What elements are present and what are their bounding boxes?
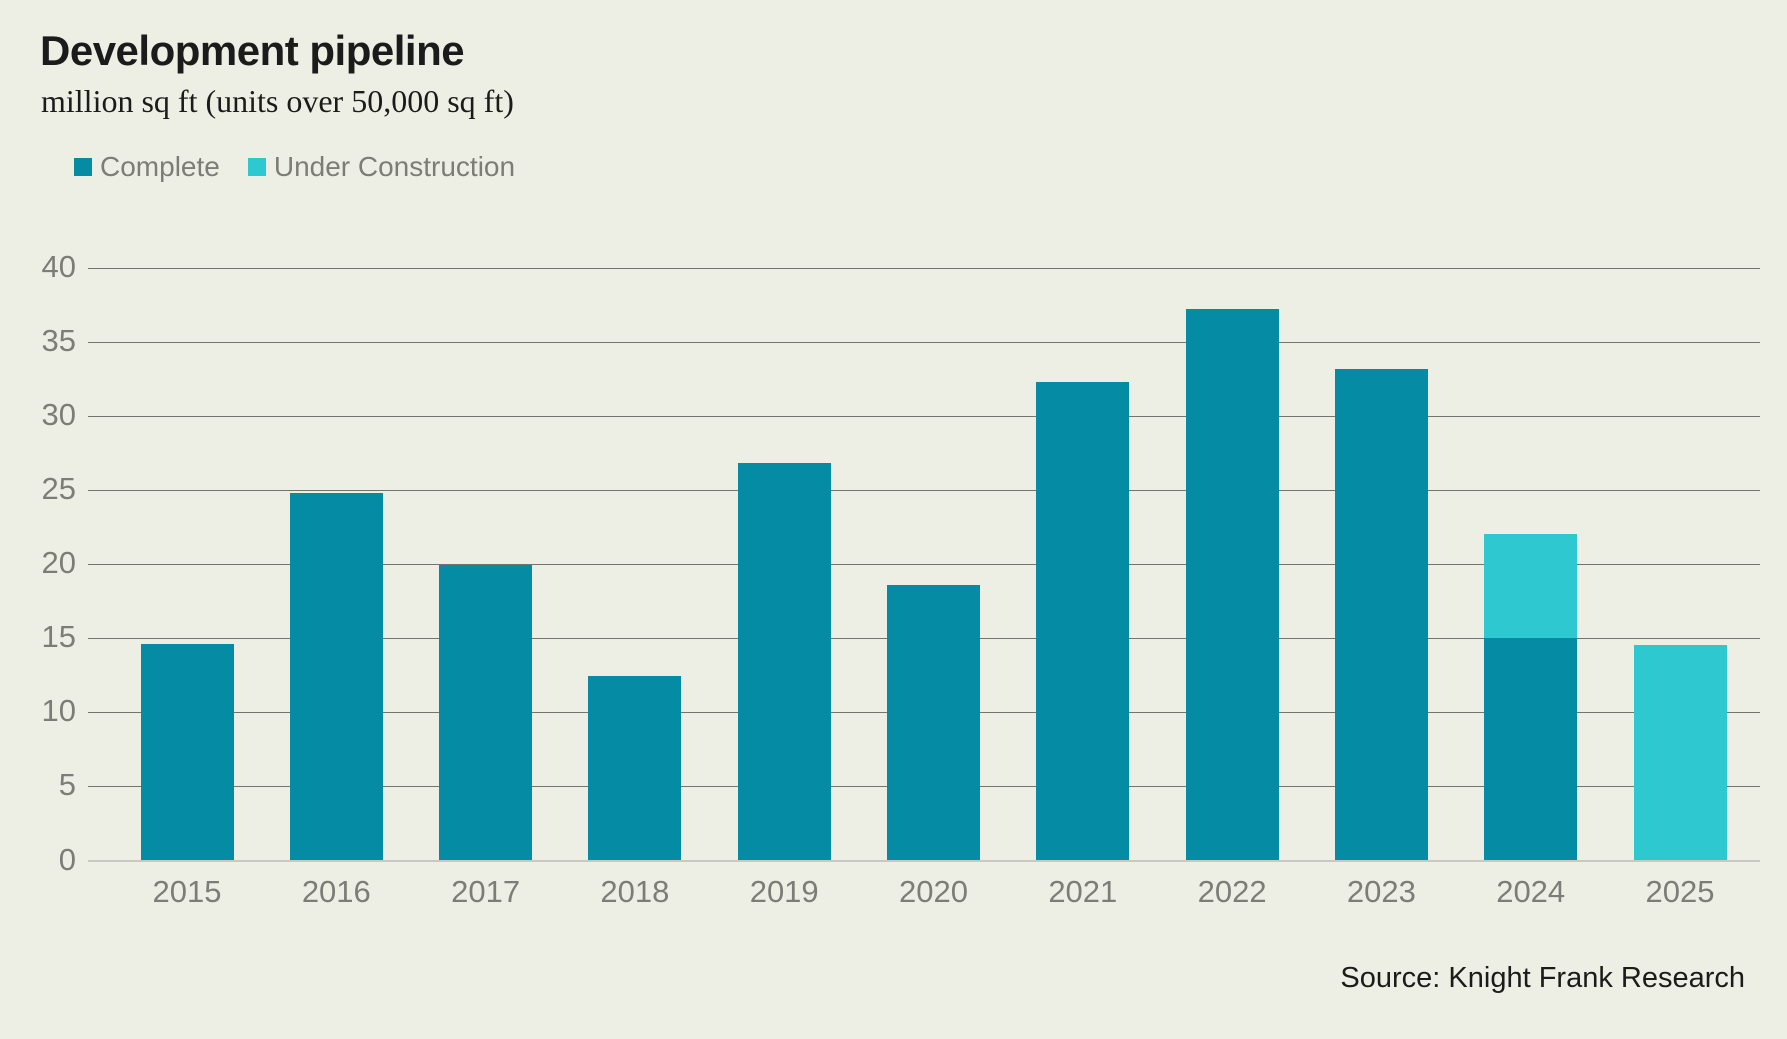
x-tick-label-2023: 2023 [1346, 874, 1416, 909]
x-tick-label-2016: 2016 [301, 874, 371, 909]
gridline-35: 35 [42, 323, 1760, 358]
x-tick-label-2021: 2021 [1048, 874, 1118, 909]
gridline-40: 40 [42, 249, 1760, 284]
chart-subtitle: million sq ft (units over 50,000 sq ft) [41, 83, 514, 119]
under-construction-swatch-icon [247, 158, 266, 176]
legend: Complete Under Construction [74, 153, 515, 181]
bar-2018-complete [588, 676, 682, 860]
legend-item-under-construction: Under Construction [247, 151, 516, 182]
y-tick-label-0: 0 [58, 842, 76, 878]
y-tick-label-35: 35 [41, 323, 76, 359]
x-tick-label-2022: 2022 [1197, 874, 1267, 909]
bar-2021-complete [1036, 381, 1130, 860]
bar-2023-complete [1334, 368, 1428, 860]
x-tick-label-2017: 2017 [451, 874, 521, 909]
y-tick-label-10: 10 [41, 693, 76, 729]
chart-title: Development pipeline [40, 27, 465, 74]
gridline-20: 20 [42, 545, 1760, 580]
bar-2016-complete [289, 492, 383, 860]
bar-2019-complete [737, 463, 831, 860]
gridline-30: 30 [42, 397, 1760, 432]
y-tick-label-30: 30 [41, 397, 76, 433]
y-tick-label-40: 40 [41, 249, 76, 285]
bar-2024-complete [1484, 638, 1578, 860]
legend-item-complete: Complete [74, 153, 220, 181]
y-tick-label-25: 25 [41, 471, 76, 507]
x-tick-label-2024: 2024 [1496, 874, 1566, 909]
x-tick-label-2018: 2018 [600, 874, 670, 909]
gridline-0: 0 [59, 842, 1760, 877]
x-tick-label-2020: 2020 [899, 874, 968, 909]
x-tick-label-2015: 2015 [152, 874, 222, 909]
gridline-25: 25 [42, 471, 1760, 506]
y-tick-label-5: 5 [58, 767, 76, 803]
bar-2024-under_construction [1484, 534, 1578, 638]
x-tick-label-2019: 2019 [749, 874, 819, 909]
source-note: Source: Knight Frank Research [1340, 962, 1745, 994]
bar-2022-complete [1185, 309, 1279, 860]
legend-label: Under Construction [273, 151, 516, 182]
complete-swatch-icon [74, 158, 92, 176]
legend-label: Complete [100, 151, 220, 182]
bar-2025-under_construction [1633, 645, 1727, 860]
bar-2015-complete [140, 643, 234, 860]
bar-2017-complete [439, 565, 533, 860]
x-tick-label-2025: 2025 [1645, 874, 1715, 909]
y-tick-label-20: 20 [41, 545, 76, 581]
y-tick-label-15: 15 [41, 619, 76, 655]
bar-2020-complete [887, 584, 980, 860]
plot-area: 0 5 10 15 20 25 30 35 40 2015 2016 2017 2018 2019 202… [42, 249, 1760, 909]
